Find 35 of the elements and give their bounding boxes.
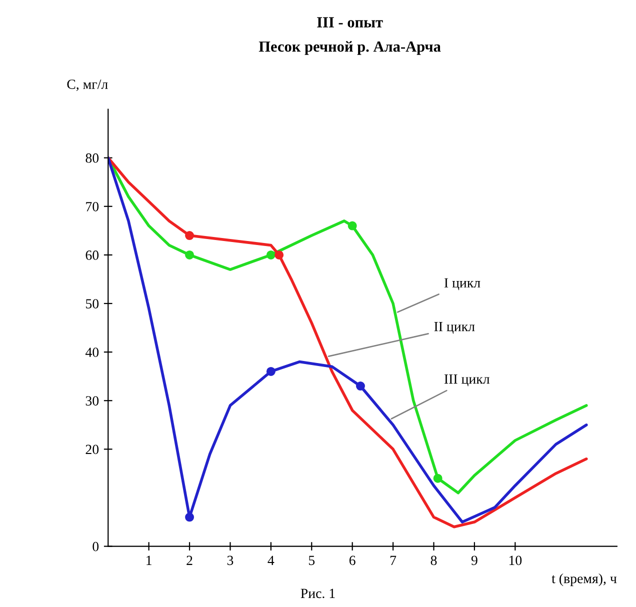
point: [433, 474, 442, 483]
point: [348, 221, 357, 230]
point: [185, 512, 194, 522]
point: [185, 250, 194, 260]
x-tick-label: 1: [146, 556, 152, 565]
x-tick-label: 4: [268, 556, 274, 565]
x-tick-label: 10: [509, 556, 522, 566]
x-tick-label: 8: [430, 556, 437, 566]
x-tick-label: 5: [308, 556, 315, 566]
x-tick-label: 3: [227, 556, 234, 566]
text: Рис. 1: [300, 588, 335, 598]
y-tick-label: 20: [86, 444, 99, 454]
y-tick-label: 40: [85, 348, 99, 358]
point: [274, 250, 284, 260]
x-axis-title: t (время), ч: [552, 573, 617, 586]
chart-title: III - опыт: [317, 17, 383, 28]
point: [266, 250, 276, 260]
annotation: II цикл: [434, 322, 475, 334]
y-tick-label: 70: [86, 202, 99, 212]
y-axis-title: C, мг/л: [67, 80, 108, 91]
y-tick-label: 0: [92, 542, 99, 552]
annotation: I цикл: [444, 278, 480, 290]
x-tick-label: 9: [471, 556, 478, 566]
annotation: III цикл: [444, 374, 490, 386]
point: [185, 231, 194, 240]
y-tick-label: 80: [86, 153, 99, 163]
y-tick-label: 60: [86, 250, 99, 260]
x-tick-label: 7: [390, 556, 396, 565]
point: [266, 366, 276, 376]
x-tick-label: 6: [349, 556, 356, 566]
point: [356, 382, 365, 391]
x-tick-label: 2: [186, 556, 192, 565]
y-tick-label: 30: [86, 396, 99, 406]
chart-subtitle: Песок речной р. Ала-Арча: [258, 41, 441, 55]
y-tick-label: 50: [86, 299, 99, 308]
